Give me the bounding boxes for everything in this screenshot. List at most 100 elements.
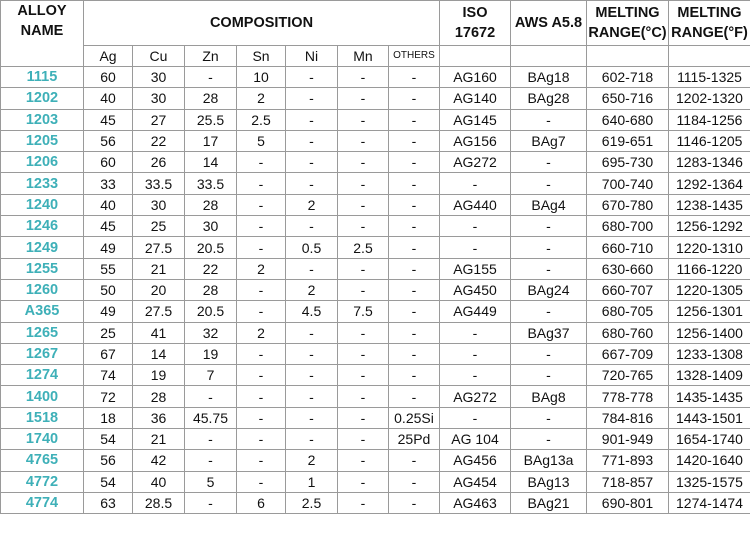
cell-zn: 33.5 <box>184 172 237 195</box>
cell-sn: 2 <box>236 87 286 110</box>
cell-zn: 17 <box>184 129 237 153</box>
cell-ni: - <box>285 321 338 344</box>
element-header-cu: Cu <box>132 45 185 67</box>
melting-c-line1: MELTING <box>595 5 660 21</box>
cell-cu: 40 <box>132 470 185 493</box>
cell-cu: 22 <box>132 129 185 153</box>
cell-ag: 55 <box>83 257 133 280</box>
cell-mn: - <box>337 364 389 387</box>
cell-melting-range-c: 630-660 <box>586 257 669 280</box>
cell-mn: - <box>337 108 389 131</box>
cell-mn: - <box>337 129 389 153</box>
cell-melting-range-f: 1283-1346 <box>668 151 750 174</box>
table-row: 1267 67 14 19- - - - - -667-709 1233-1308 <box>0 342 750 366</box>
cell-ni: 0.5 <box>285 236 338 259</box>
cell-cu: 30 <box>132 87 185 110</box>
cell-zn: 28 <box>184 278 237 302</box>
cell-ag: 74 <box>83 364 133 387</box>
cell-ag: 63 <box>83 491 133 515</box>
cell-melting-range-c: 680-700 <box>586 215 669 238</box>
element-header-zn: Zn <box>184 45 237 67</box>
cell-sn: - <box>236 385 286 408</box>
cell-alloy-name: 1260 <box>0 278 84 302</box>
melting-f-header: MELTING RANGE(°F) <box>668 0 750 46</box>
cell-cu: 26 <box>132 151 185 174</box>
cell-mn: - <box>337 470 389 493</box>
cell-melting-range-c: 619-651 <box>586 129 669 153</box>
cell-iso-17672: - <box>439 172 511 195</box>
cell-melting-range-c: 771-893 <box>586 449 669 472</box>
cell-aws-a5-8: BAg37 <box>510 321 587 344</box>
table-row: 1203 45 27 25.5 2.5- - - AG145-640-680 1184-1256 <box>0 108 750 131</box>
cell-zn: 45.75 <box>184 406 237 430</box>
cell-cu: 27 <box>132 108 185 131</box>
cell-alloy-name: 1115 <box>0 65 84 89</box>
cell-ni: 2 <box>285 278 338 302</box>
cell-melting-range-c: 680-705 <box>586 300 669 323</box>
cell-melting-range-f: 1166-1220 <box>668 257 750 280</box>
cell-aws-a5-8: - <box>510 364 587 387</box>
cell-ni: - <box>285 87 338 110</box>
cell-melting-range-f: 1202-1320 <box>668 87 750 110</box>
cell-alloy-name: 4774 <box>0 491 84 515</box>
cell-aws-a5-8: BAg13a <box>510 449 587 472</box>
cell-ni: - <box>285 108 338 131</box>
cell-aws-a5-8: - <box>510 172 587 195</box>
cell-melting-range-f: 1220-1305 <box>668 278 750 302</box>
cell-ag: 40 <box>83 87 133 110</box>
cell-others: 25Pd <box>388 428 440 451</box>
cell-iso-17672: AG454 <box>439 470 511 493</box>
melting-f-header-spacer <box>668 45 750 67</box>
cell-ni: - <box>285 151 338 174</box>
cell-cu: 42 <box>132 449 185 472</box>
table-row: 1240 40 30 28-2- - AG440 BAg4 670-780 1238-1435 <box>0 193 750 217</box>
cell-alloy-name: 1205 <box>0 129 84 153</box>
cell-others: 0.25Si <box>388 406 440 430</box>
cell-alloy-name: 1249 <box>0 236 84 259</box>
cell-melting-range-f: 1233-1308 <box>668 342 750 366</box>
cell-ag: 45 <box>83 215 133 238</box>
cell-others: - <box>388 364 440 387</box>
cell-aws-a5-8: BAg8 <box>510 385 587 408</box>
cell-cu: 21 <box>132 428 185 451</box>
cell-alloy-name: 1240 <box>0 193 84 217</box>
cell-zn: - <box>184 65 237 89</box>
cell-iso-17672: AG145 <box>439 108 511 131</box>
cell-sn: - <box>236 278 286 302</box>
element-header-ni: Ni <box>285 45 338 67</box>
cell-ni: 1 <box>285 470 338 493</box>
cell-melting-range-f: 1274-1474 <box>668 491 750 515</box>
cell-iso-17672: AG440 <box>439 193 511 217</box>
cell-ni: - <box>285 172 338 195</box>
cell-mn: 2.5 <box>337 236 389 259</box>
cell-zn: 7 <box>184 364 237 387</box>
cell-sn: - <box>236 449 286 472</box>
cell-ag: 54 <box>83 470 133 493</box>
melting-c-line2: RANGE(°C) <box>588 25 667 41</box>
cell-cu: 14 <box>132 342 185 366</box>
cell-sn: - <box>236 300 286 323</box>
cell-ni: - <box>285 342 338 366</box>
header-row: ALLOY NAME COMPOSITION ISO 17672 AWS A5.… <box>0 0 750 67</box>
cell-iso-17672: - <box>439 236 511 259</box>
cell-iso-17672: - <box>439 321 511 344</box>
cell-alloy-name: 1206 <box>0 151 84 174</box>
cell-melting-range-f: 1435-1435 <box>668 385 750 408</box>
cell-aws-a5-8: BAg7 <box>510 129 587 153</box>
element-header-sn: Sn <box>236 45 286 67</box>
aws-header: AWS A5.8 <box>510 0 587 46</box>
cell-mn: - <box>337 278 389 302</box>
cell-zn: 25.5 <box>184 108 237 131</box>
cell-others: - <box>388 321 440 344</box>
cell-iso-17672: AG463 <box>439 491 511 515</box>
cell-aws-a5-8: - <box>510 236 587 259</box>
cell-ag: 25 <box>83 321 133 344</box>
element-header-others: OTHERS <box>388 45 440 67</box>
cell-sn: 2.5 <box>236 108 286 131</box>
cell-mn: - <box>337 257 389 280</box>
cell-alloy-name: 1246 <box>0 215 84 238</box>
cell-others: - <box>388 470 440 493</box>
table-row: 1205 56 22 17 5- - - AG156 BAg7 619-651 1146-1205 <box>0 129 750 153</box>
cell-iso-17672: AG155 <box>439 257 511 280</box>
cell-others: - <box>388 65 440 89</box>
